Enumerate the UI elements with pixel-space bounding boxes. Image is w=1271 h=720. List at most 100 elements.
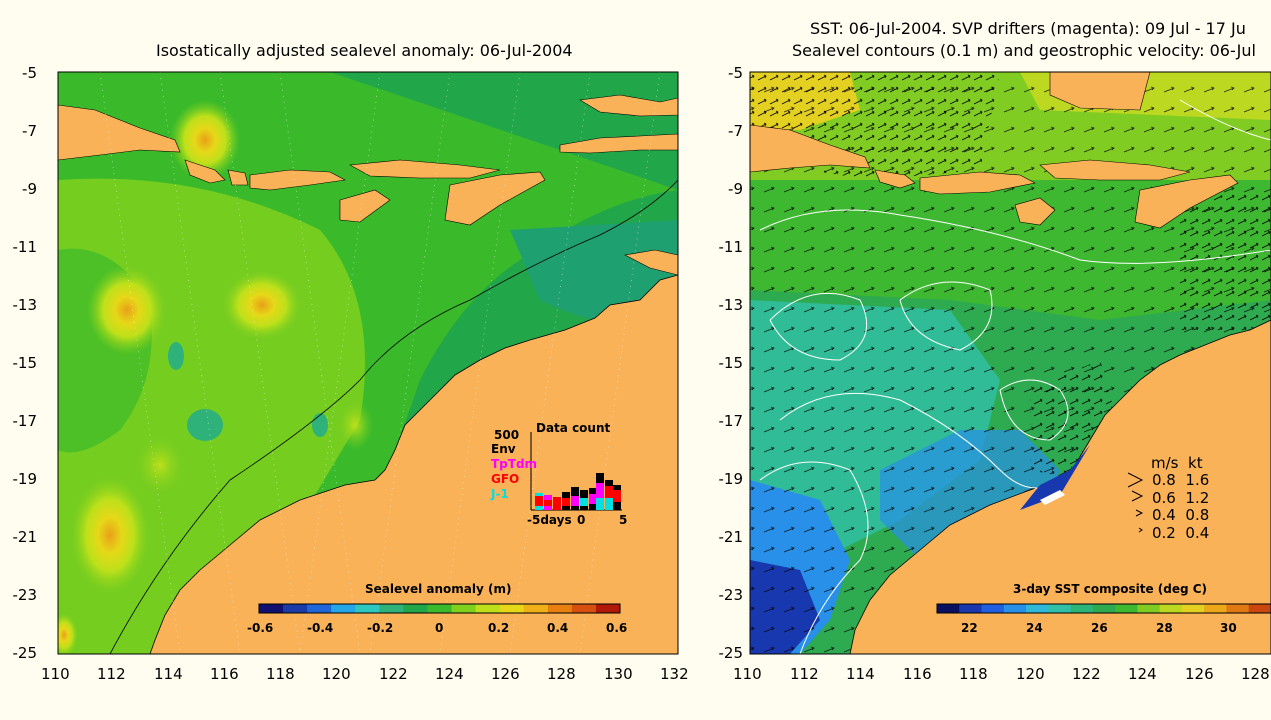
- colorbar-segment: [1248, 604, 1271, 613]
- velocity-kt: 0.4: [1185, 523, 1210, 542]
- lat-tick: -19: [718, 470, 744, 488]
- colorbar-segment: [1204, 604, 1227, 613]
- data-count-inset: [530, 432, 622, 511]
- velocity-header-ms: m/s: [1151, 454, 1179, 472]
- lat-tick: -7: [22, 122, 37, 140]
- colorbar-segment: [331, 604, 356, 613]
- lon-tick: 128: [547, 665, 576, 683]
- lon-tick: 126: [491, 665, 520, 683]
- lon-tick: 124: [1128, 665, 1157, 683]
- legend-j1: J-1: [491, 487, 509, 501]
- colorbar-frame: [258, 603, 621, 614]
- velocity-header-kt: kt: [1188, 454, 1203, 472]
- colorbar-segment: [595, 604, 621, 613]
- colorbar-segment: [259, 604, 284, 613]
- velocity-kt: 0.8: [1185, 506, 1210, 524]
- legend-env: Env: [491, 442, 516, 456]
- colorbar-tick: 26: [1091, 621, 1108, 635]
- lat-tick: -17: [12, 412, 38, 430]
- colorbar-tick: 24: [1026, 621, 1043, 635]
- colorbar-segment: [571, 604, 597, 613]
- colorbar-segment: [547, 604, 573, 613]
- right-colorbar: [936, 603, 1271, 614]
- colorbar-segment: [1137, 604, 1161, 613]
- data-count-title: Data count: [536, 421, 611, 435]
- colorbar-segment: [307, 604, 332, 613]
- colorbar-segment: [379, 604, 404, 613]
- right-map-title-line2: Sealevel contours (0.1 m) and geostrophi…: [792, 41, 1256, 60]
- lat-tick: -17: [718, 412, 744, 430]
- legend-tptdm: TpTdm: [491, 457, 538, 471]
- colorbar-segment: [959, 604, 983, 613]
- colorbar-segment: [1115, 604, 1138, 613]
- lat-tick: -11: [12, 238, 38, 256]
- data-count-y-label: 500: [494, 428, 520, 442]
- lat-tick: -15: [12, 354, 38, 372]
- colorbar-segment: [981, 604, 1005, 613]
- lat-tick: -15: [718, 354, 744, 372]
- lon-tick: 126: [1185, 665, 1214, 683]
- lon-tick: 132: [660, 665, 689, 683]
- data-count-x-label: 5: [619, 513, 628, 527]
- lat-tick: -23: [718, 586, 744, 604]
- lat-tick: -25: [12, 644, 38, 662]
- lon-tick: 116: [210, 665, 239, 683]
- lon-tick: 120: [322, 665, 351, 683]
- colorbar-segment: [1181, 604, 1205, 613]
- colorbar-segment: [937, 604, 960, 613]
- colorbar-frame: [936, 603, 1271, 614]
- colorbar-tick: 0: [435, 621, 444, 635]
- colorbar-segment: [1226, 604, 1250, 613]
- left-colorbar: [258, 603, 621, 614]
- colorbar-tick: -0.4: [307, 621, 334, 635]
- lon-tick: 118: [266, 665, 295, 683]
- colorbar-segment: [1070, 604, 1094, 613]
- lat-tick: -9: [22, 180, 37, 198]
- right-sst-map: [750, 72, 1271, 654]
- lon-tick: 130: [604, 665, 633, 683]
- velocity-ms: 0.8: [1152, 471, 1176, 489]
- lat-tick: -9: [728, 180, 743, 198]
- data-count-bars: [535, 473, 621, 510]
- right-map-frame: [749, 71, 1271, 655]
- lon-tick: 124: [435, 665, 464, 683]
- data-count-x-label: -5days: [527, 513, 572, 527]
- colorbar-segment: [283, 604, 308, 613]
- left-colorbar-label: Sealevel anomaly (m): [365, 582, 512, 596]
- colorbar-segment: [1003, 604, 1027, 613]
- colorbar-tick: 0.2: [488, 621, 510, 635]
- lon-tick: 112: [97, 665, 126, 683]
- velocity-legend: m/s kt: [1151, 455, 1203, 472]
- colorbar-segment: [403, 604, 428, 613]
- lat-tick: -5: [728, 64, 743, 82]
- colorbar-segment: [1026, 604, 1049, 613]
- lon-tick: 114: [846, 665, 875, 683]
- colorbar-tick: -0.2: [367, 621, 394, 635]
- velocity-kt: 1.2: [1185, 488, 1210, 507]
- lat-tick: -5: [22, 64, 37, 82]
- velocity-ms: 0.6: [1152, 488, 1176, 507]
- lon-tick: 110: [733, 665, 762, 683]
- lon-tick: 122: [379, 665, 408, 683]
- velocity-ms: 0.2: [1152, 523, 1176, 542]
- lon-tick: 116: [903, 665, 932, 683]
- lat-tick: -13: [12, 296, 38, 314]
- right-map-title-line1: SST: 06-Jul-2004. SVP drifters (magenta)…: [810, 19, 1246, 38]
- left-sealevel-map: [58, 72, 678, 654]
- lon-tick: 118: [959, 665, 988, 683]
- lat-tick: -21: [12, 528, 38, 546]
- lon-tick: 110: [41, 665, 70, 683]
- colorbar-segment: [475, 604, 501, 613]
- colorbar-segment: [451, 604, 477, 613]
- velocity-legend-rows: 0.8 1.6 0.6 1.2 0.4 0.8 0.2 0.4: [1152, 471, 1210, 542]
- left-map-frame: [57, 71, 679, 655]
- lat-tick: -25: [718, 644, 744, 662]
- colorbar-segment: [499, 604, 525, 613]
- velocity-kt: 1.6: [1185, 471, 1210, 489]
- colorbar-segment: [1048, 604, 1072, 613]
- colorbar-segment: [1159, 604, 1183, 613]
- lat-tick: -11: [718, 238, 744, 256]
- right-colorbar-label: 3-day SST composite (deg C): [1013, 582, 1208, 596]
- colorbar-segment: [523, 604, 549, 613]
